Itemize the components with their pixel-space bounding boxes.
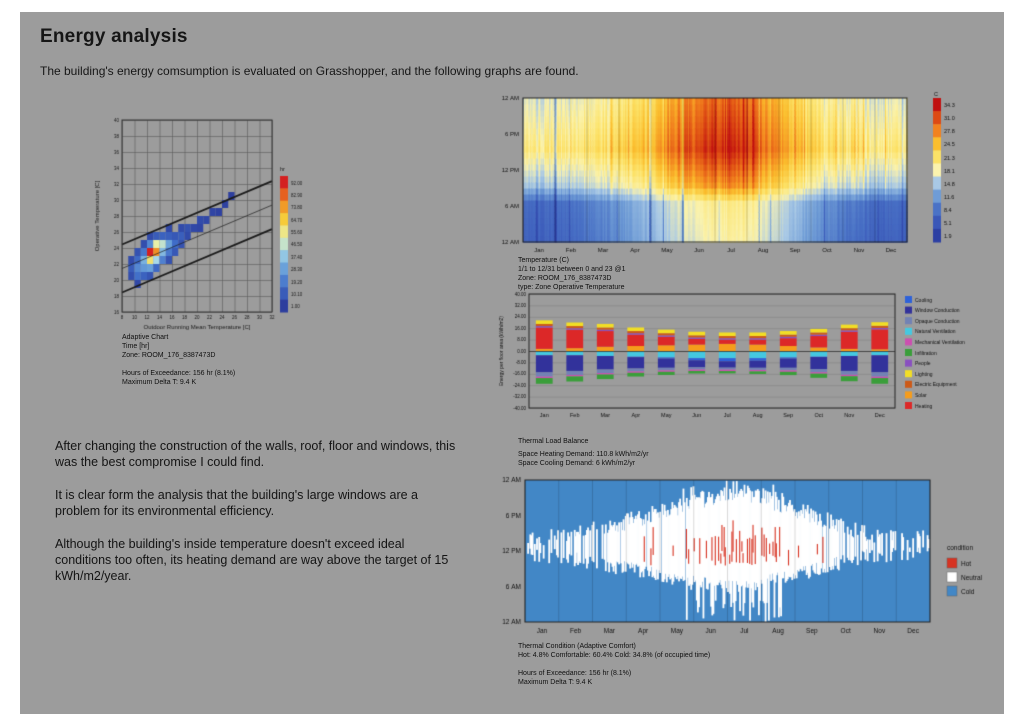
temperature-chart-caption: Temperature (C) 1/1 to 12/31 between 0 a… (518, 257, 626, 291)
temperature-chart-canvas (495, 90, 975, 280)
analysis-text: After changing the construction of the w… (55, 438, 463, 601)
paragraph-1: After changing the construction of the w… (55, 439, 456, 469)
load-balance-canvas (495, 288, 975, 433)
page-title: Energy analysis (40, 26, 188, 47)
adaptive-chart-caption: Adaptive Chart Time [hr] Zone: ROOM_176_… (122, 334, 236, 387)
condition-chart-canvas (495, 472, 1000, 640)
adaptive-chart-canvas (90, 112, 315, 337)
paragraph-2: It is clear form the analysis that the b… (55, 488, 418, 518)
load-balance-title: Thermal Load Balance (518, 438, 589, 445)
load-balance-caption: Space Heating Demand: 110.8 kWh/m2/yr Sp… (518, 451, 649, 468)
paragraph-3: Although the building's inside temperatu… (55, 537, 449, 583)
condition-chart-caption: Thermal Condition (Adaptive Comfort) Hot… (518, 643, 711, 687)
page-subtitle: The building's energy comsumption is eva… (40, 64, 579, 78)
